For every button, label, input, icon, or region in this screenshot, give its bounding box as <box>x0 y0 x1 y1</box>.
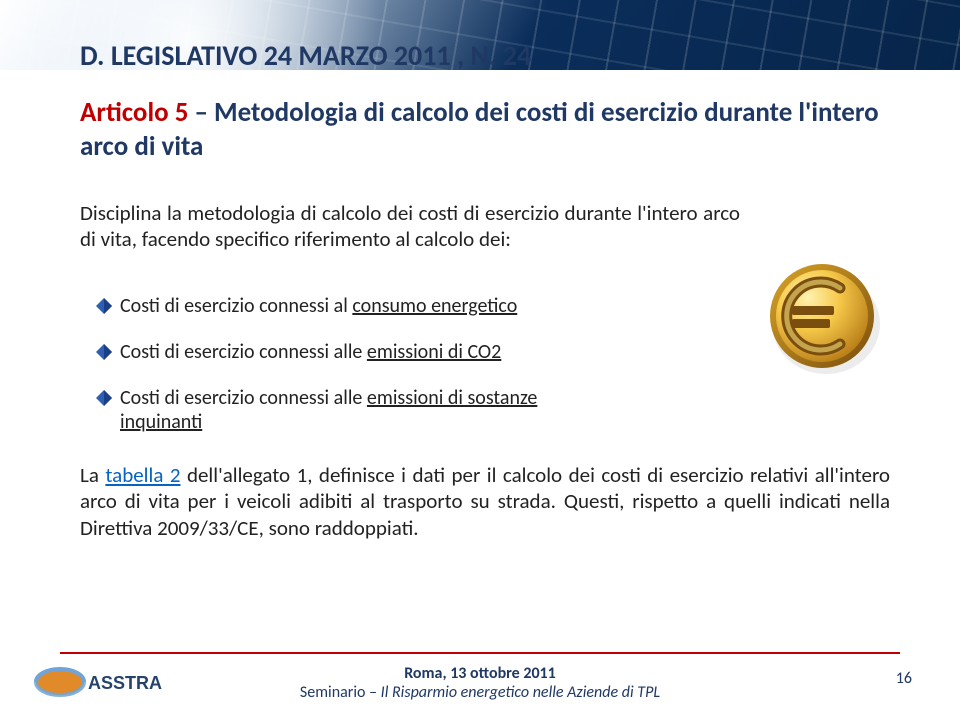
page-number: 16 <box>896 669 912 688</box>
article-number: Articolo 5 <box>80 96 188 129</box>
footer-l2-pre: Seminario – <box>300 683 381 702</box>
para-pre: La <box>80 462 105 488</box>
bullet-pre: Costi di esercizio connessi alle <box>120 340 367 364</box>
body-paragraph: La tabella 2 dell'allegato 1, definisce … <box>80 462 890 541</box>
logo-text: ASSTRA <box>88 673 162 693</box>
diamond-bullet-icon <box>96 344 112 360</box>
article-heading: Articolo 5 – Metodologia di calcolo dei … <box>80 96 900 164</box>
diamond-bullet-icon <box>96 298 112 314</box>
bullet-pre: Costi di esercizio connessi al <box>120 294 352 318</box>
bullet-item: Costi di esercizio connessi alle emissio… <box>96 340 620 364</box>
bullet-item: Costi di esercizio connessi al consumo e… <box>96 294 620 318</box>
diamond-bullet-icon <box>96 390 112 406</box>
euro-coin-icon <box>760 256 888 384</box>
bullet-text: Costi di esercizio connessi alle emissio… <box>120 340 501 364</box>
asstra-logo: ASSTRA <box>34 658 164 706</box>
main-title: D. LEGISLATIVO 24 MARZO 2011 , N. 24 <box>80 38 900 73</box>
para-post: dell'allegato 1, definisce i dati per il… <box>80 462 890 541</box>
bullet-list: Costi di esercizio connessi al consumo e… <box>96 294 620 456</box>
bullet-pre: Costi di esercizio connessi alle <box>120 386 367 410</box>
slide: D. LEGISLATIVO 24 MARZO 2011 , N. 24 Art… <box>0 0 960 716</box>
footer-rule <box>60 652 900 654</box>
bullet-text: Costi di esercizio connessi alle emissio… <box>120 386 620 434</box>
bullet-item: Costi di esercizio connessi alle emissio… <box>96 386 620 434</box>
bullet-underlined: consumo energetico <box>352 294 517 318</box>
heading-dash: – <box>188 96 214 129</box>
bullet-text: Costi di esercizio connessi al consumo e… <box>120 294 517 318</box>
intro-paragraph: Disciplina la metodologia di calcolo dei… <box>80 200 740 253</box>
bullet-underlined: emissioni di CO2 <box>367 340 501 364</box>
tabella-2-link[interactable]: tabella 2 <box>105 462 180 488</box>
footer-l2-ital: Il Risparmio energetico nelle Aziende di… <box>381 683 660 702</box>
